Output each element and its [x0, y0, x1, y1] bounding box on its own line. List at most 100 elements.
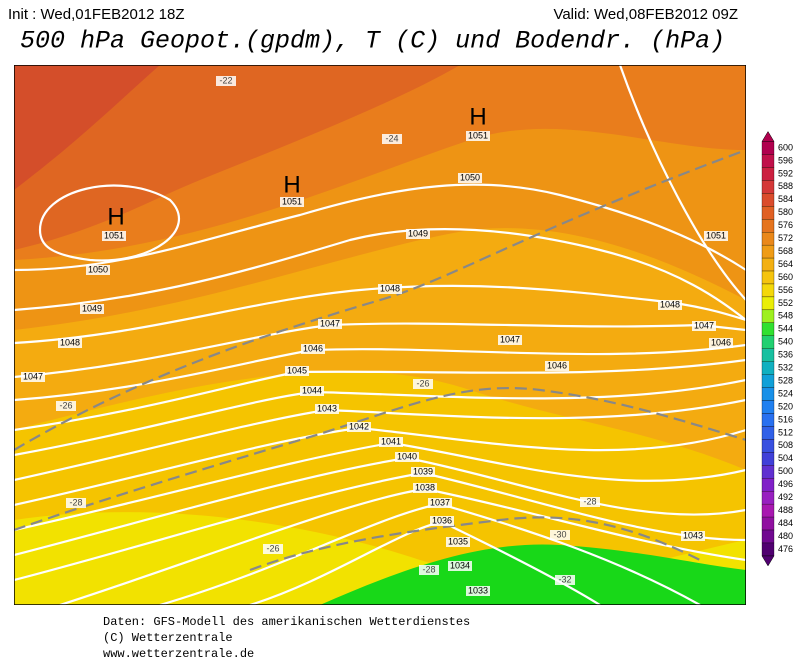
label-bg — [466, 131, 490, 141]
isobar-label: 1050 — [88, 264, 108, 274]
isobar-label: 1042 — [349, 421, 369, 431]
high-pressure-marker: H — [107, 203, 124, 230]
isobar-label: 1047 — [500, 334, 520, 344]
footer-line: (C) Wetterzentrale — [103, 631, 233, 645]
colorbar-cell — [761, 348, 775, 362]
label-bg — [446, 537, 470, 547]
isobar-label: 1051 — [104, 230, 124, 240]
label-bg — [263, 544, 283, 554]
colorbar-cell — [761, 452, 775, 466]
isotherms — [14, 148, 746, 572]
label-bg — [555, 575, 575, 585]
label-bg — [428, 498, 452, 508]
label-bg — [56, 401, 76, 411]
isobar-label: 1049 — [82, 303, 102, 313]
label-bg — [280, 197, 304, 207]
colorbar-end — [761, 555, 775, 567]
colorbar-label: 568 — [778, 246, 793, 256]
isobar-label: 1034 — [450, 560, 470, 570]
isobar-label: 1046 — [303, 343, 323, 353]
temperature-label: -30 — [553, 529, 566, 539]
colorbar-label: 552 — [778, 298, 793, 308]
isobar-label: 1038 — [415, 482, 435, 492]
isobar-label: 1047 — [23, 371, 43, 381]
colorbar-label: 548 — [778, 311, 793, 321]
colorbar-label: 492 — [778, 492, 793, 502]
label-bg — [406, 229, 430, 239]
isobar-label: 1051 — [468, 130, 488, 140]
isobar-label: 1046 — [711, 337, 731, 347]
colorbar-cell — [761, 478, 775, 492]
isobar-label: 1046 — [547, 360, 567, 370]
colorbar-end — [761, 131, 775, 142]
field-band — [14, 65, 460, 250]
isobar-label: 1036 — [432, 515, 452, 525]
label-bg — [318, 319, 342, 329]
temperature-label: -24 — [385, 133, 398, 143]
label-bg — [80, 304, 104, 314]
colorbar-cell — [761, 154, 775, 168]
colorbar-label: 584 — [778, 194, 793, 204]
field-band — [14, 65, 160, 190]
isobar-label: 1048 — [660, 299, 680, 309]
label-bg — [430, 516, 454, 526]
high-pressure-marker: H — [283, 171, 300, 198]
colorbar-cell — [761, 257, 775, 272]
isobar-label: 1043 — [317, 403, 337, 413]
label-bg — [413, 483, 437, 493]
label-bg — [382, 134, 402, 144]
colorbar-label: 520 — [778, 401, 793, 411]
colorbar-label: 480 — [778, 531, 793, 541]
label-bg — [413, 379, 433, 389]
label-bg — [411, 467, 435, 477]
colorbar-label: 564 — [778, 259, 793, 269]
label-bg — [550, 530, 570, 540]
high-pressure-marker: H — [469, 103, 486, 130]
label-bg — [692, 321, 716, 331]
colorbar-cell — [761, 491, 775, 505]
isobar-label: 1044 — [302, 385, 322, 395]
colorbar-label: 512 — [778, 427, 793, 437]
colorbar-cell — [761, 270, 775, 285]
temperature-label: -28 — [422, 564, 435, 574]
colorbar-label: 572 — [778, 233, 793, 243]
colorbar-label: 504 — [778, 453, 793, 463]
temperature-label: -28 — [583, 496, 596, 506]
map-title: 500 hPa Geopot.(gpdm), T (C) und Bodendr… — [20, 27, 725, 56]
colorbar-cell — [761, 426, 775, 440]
colorbar-cell — [761, 180, 775, 194]
label-bg — [347, 422, 371, 432]
isobar-label: 1033 — [468, 585, 488, 595]
footer-line: Daten: GFS-Modell des amerikanischen Wet… — [103, 615, 470, 629]
isobar-label: 1045 — [287, 365, 307, 375]
label-bg — [466, 586, 490, 596]
colorbar-cell — [761, 439, 775, 453]
colorbar-label: 540 — [778, 337, 793, 347]
label-bg — [395, 452, 419, 462]
colorbar-cell — [761, 413, 775, 427]
isobar-label: 1039 — [413, 466, 433, 476]
map-field — [14, 65, 746, 605]
label-bg — [378, 284, 402, 294]
footer-line: www.wetterzentrale.de — [103, 647, 254, 661]
label-bg — [545, 361, 569, 371]
temperature-label: -22 — [219, 75, 232, 85]
temperature-label: -26 — [416, 378, 429, 388]
colorbar-cell — [761, 232, 775, 246]
label-bg — [681, 531, 705, 541]
isobar-label: 1043 — [683, 530, 703, 540]
colorbar-cell — [761, 465, 775, 479]
colorbar-cell — [761, 542, 775, 557]
valid-time: Valid: Wed,08FEB2012 09Z — [553, 6, 738, 23]
colorbar-label: 592 — [778, 168, 793, 178]
label-bg — [379, 437, 403, 447]
label-bg — [580, 497, 600, 507]
colorbar-cell — [761, 503, 775, 518]
init-time: Init : Wed,01FEB2012 18Z — [8, 6, 185, 23]
colorbar-label: 556 — [778, 285, 793, 295]
isobar-label: 1049 — [408, 228, 428, 238]
label-bg — [300, 386, 324, 396]
isobar-label: 1051 — [282, 196, 302, 206]
colorbar-cell — [761, 374, 775, 388]
